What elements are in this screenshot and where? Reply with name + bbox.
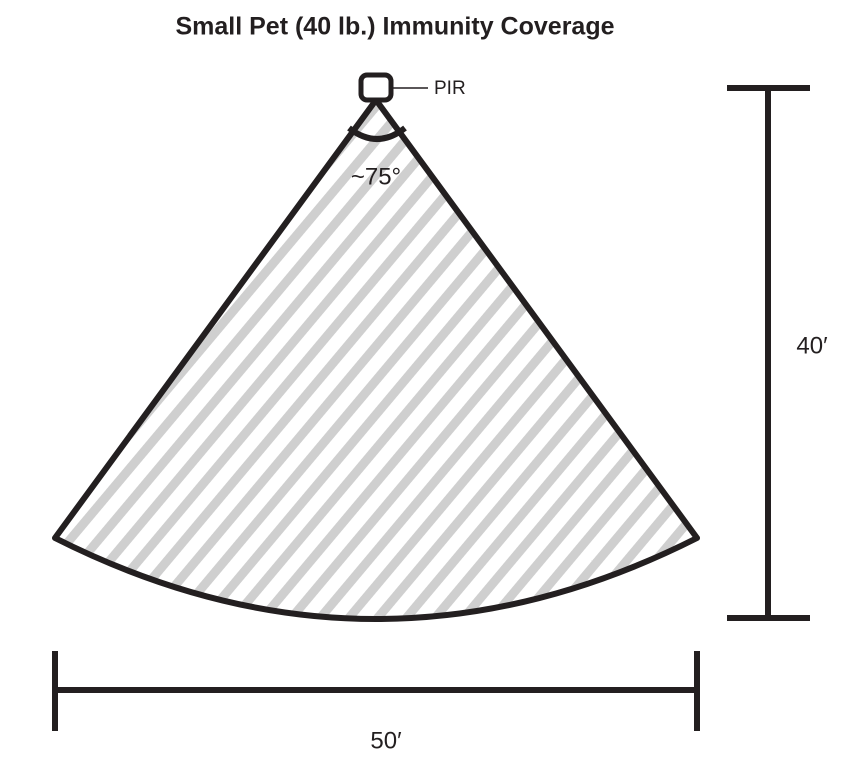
- coverage-area: [52, 97, 700, 622]
- depth-label: 40′: [796, 332, 828, 359]
- pir-sensor: [358, 72, 394, 103]
- angle-arc: [347, 125, 407, 142]
- width-label: 50′: [370, 727, 402, 754]
- angle-label: ~75°: [351, 163, 401, 190]
- pir-label: PIR: [434, 78, 466, 99]
- title: Small Pet (40 lb.) Immunity Coverage: [175, 13, 614, 41]
